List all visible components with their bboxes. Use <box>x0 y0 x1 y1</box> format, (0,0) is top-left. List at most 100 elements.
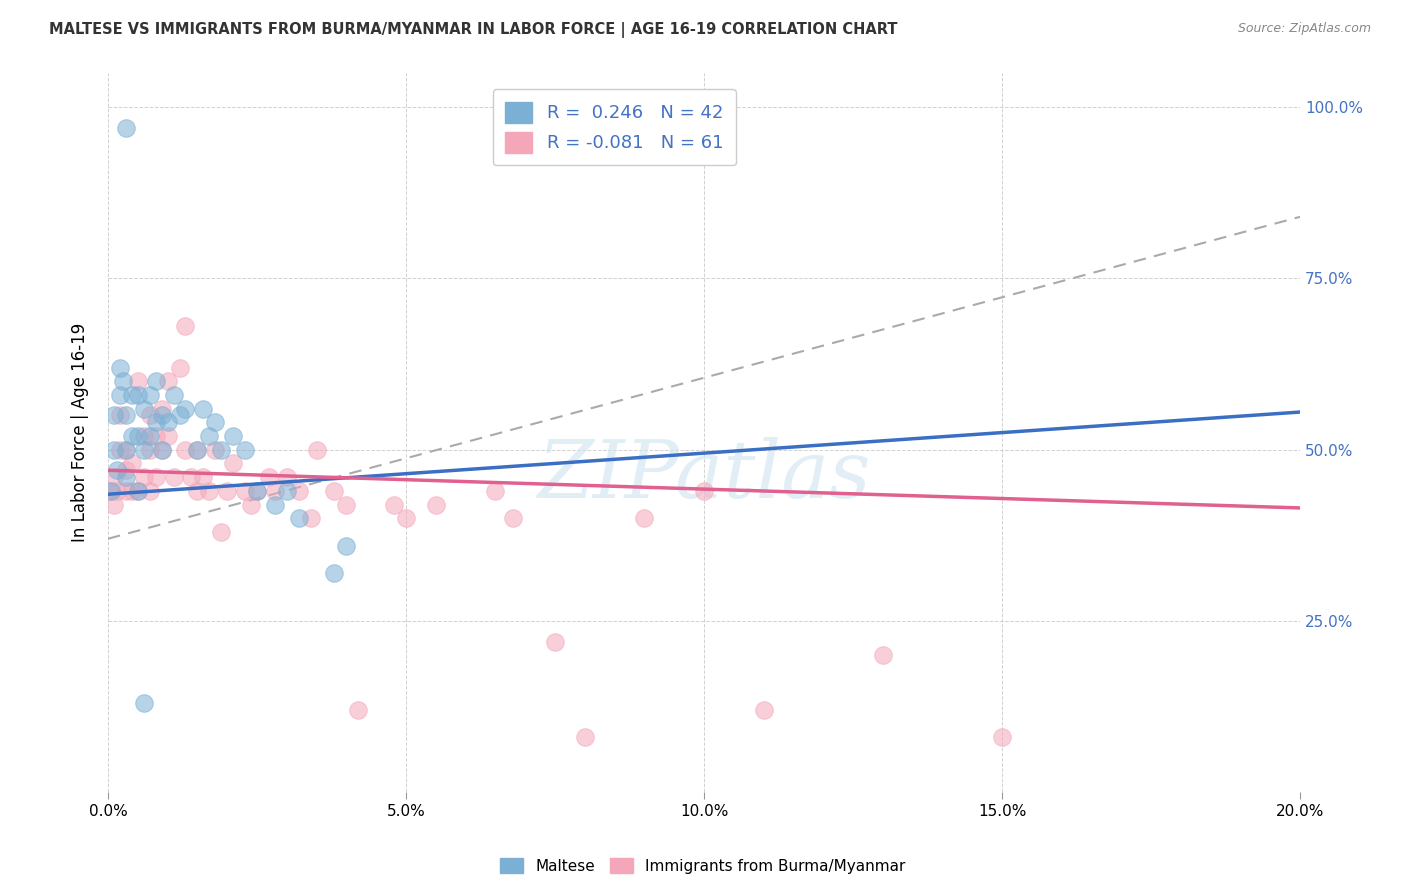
Point <box>574 731 596 745</box>
Point <box>287 483 309 498</box>
Point <box>115 442 138 457</box>
Point <box>264 498 287 512</box>
Point <box>121 388 143 402</box>
Point <box>752 703 775 717</box>
Point <box>484 483 506 498</box>
Point <box>246 483 269 498</box>
Point <box>150 442 173 457</box>
Point <box>323 483 346 498</box>
Point <box>121 429 143 443</box>
Point <box>347 703 370 717</box>
Point <box>382 498 405 512</box>
Point <box>108 360 131 375</box>
Point <box>132 429 155 443</box>
Point <box>150 409 173 423</box>
Point <box>100 483 122 498</box>
Point <box>174 401 197 416</box>
Point <box>204 442 226 457</box>
Point <box>872 648 894 663</box>
Point <box>115 470 138 484</box>
Point <box>502 511 524 525</box>
Point <box>186 483 208 498</box>
Point <box>425 498 447 512</box>
Point <box>217 483 239 498</box>
Text: Source: ZipAtlas.com: Source: ZipAtlas.com <box>1237 22 1371 36</box>
Point <box>209 442 232 457</box>
Point <box>103 498 125 512</box>
Point <box>162 388 184 402</box>
Point <box>240 498 263 512</box>
Point <box>264 483 287 498</box>
Point <box>127 388 149 402</box>
Point <box>198 429 221 443</box>
Point <box>132 442 155 457</box>
Point <box>299 511 322 525</box>
Point <box>132 470 155 484</box>
Point <box>103 470 125 484</box>
Point <box>693 483 716 498</box>
Point <box>276 483 298 498</box>
Point <box>103 442 125 457</box>
Point <box>145 470 167 484</box>
Text: MALTESE VS IMMIGRANTS FROM BURMA/MYANMAR IN LABOR FORCE | AGE 16-19 CORRELATION : MALTESE VS IMMIGRANTS FROM BURMA/MYANMAR… <box>49 22 897 38</box>
Point <box>108 409 131 423</box>
Point <box>156 374 179 388</box>
Point <box>127 374 149 388</box>
Point <box>169 409 191 423</box>
Point <box>115 463 138 477</box>
Point <box>150 401 173 416</box>
Point <box>115 120 138 135</box>
Point <box>156 429 179 443</box>
Point <box>145 374 167 388</box>
Point <box>162 470 184 484</box>
Point <box>138 409 160 423</box>
Point <box>174 319 197 334</box>
Point <box>145 415 167 429</box>
Point <box>103 409 125 423</box>
Point <box>121 457 143 471</box>
Y-axis label: In Labor Force | Age 16-19: In Labor Force | Age 16-19 <box>72 323 89 542</box>
Point <box>305 442 328 457</box>
Point <box>204 415 226 429</box>
Point <box>544 634 567 648</box>
Point <box>150 442 173 457</box>
Point <box>169 360 191 375</box>
Point <box>246 483 269 498</box>
Point <box>276 470 298 484</box>
Point <box>105 463 128 477</box>
Point <box>132 696 155 710</box>
Point <box>323 566 346 580</box>
Point <box>193 401 215 416</box>
Point <box>335 498 357 512</box>
Point <box>115 442 138 457</box>
Point <box>132 401 155 416</box>
Point <box>121 483 143 498</box>
Point <box>209 524 232 539</box>
Point <box>115 409 138 423</box>
Point <box>138 442 160 457</box>
Point <box>138 483 160 498</box>
Point <box>186 442 208 457</box>
Point <box>257 470 280 484</box>
Point <box>335 539 357 553</box>
Point <box>222 457 245 471</box>
Point <box>174 442 197 457</box>
Point <box>287 511 309 525</box>
Point <box>233 483 256 498</box>
Point <box>111 374 134 388</box>
Point <box>991 731 1014 745</box>
Point <box>222 429 245 443</box>
Point <box>138 388 160 402</box>
Point <box>180 470 202 484</box>
Point <box>115 483 138 498</box>
Point <box>138 429 160 443</box>
Point <box>145 429 167 443</box>
Point <box>633 511 655 525</box>
Point <box>100 483 122 498</box>
Legend: Maltese, Immigrants from Burma/Myanmar: Maltese, Immigrants from Burma/Myanmar <box>494 852 912 880</box>
Point <box>108 388 131 402</box>
Point <box>127 483 149 498</box>
Point <box>233 442 256 457</box>
Point <box>395 511 418 525</box>
Point <box>105 483 128 498</box>
